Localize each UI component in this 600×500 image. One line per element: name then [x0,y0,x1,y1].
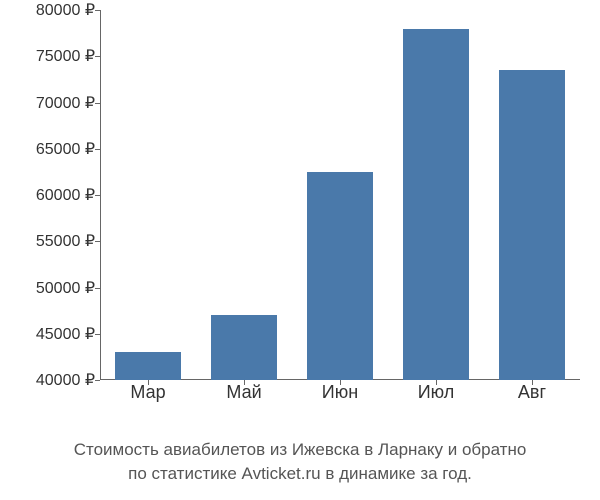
caption-line-1: Стоимость авиабилетов из Ижевска в Ларна… [74,440,527,459]
y-tick-mark [95,103,100,104]
bar [307,172,372,380]
bar [499,70,564,380]
y-tick-mark [95,241,100,242]
y-tick-label: 40000 ₽ [5,370,95,390]
x-tick-label: Июл [418,382,455,403]
x-tick-mark [532,380,533,385]
chart-caption: Стоимость авиабилетов из Ижевска в Ларна… [0,438,600,486]
y-tick-mark [95,56,100,57]
y-tick-label: 70000 ₽ [5,93,95,113]
x-tick-mark [244,380,245,385]
price-bar-chart: 40000 ₽ 45000 ₽ 50000 ₽ 55000 ₽ 60000 ₽ 65000… [0,0,600,430]
y-tick-mark [95,195,100,196]
y-tick-mark [95,288,100,289]
bar [403,29,468,381]
x-tick-label: Май [226,382,261,403]
x-tick-mark [148,380,149,385]
y-tick-label: 80000 ₽ [5,0,95,20]
y-tick-mark [95,334,100,335]
y-tick-mark [95,149,100,150]
bar [115,352,180,380]
y-tick-label: 65000 ₽ [5,139,95,159]
x-tick-label: Авг [518,382,546,403]
x-tick-mark [436,380,437,385]
y-tick-mark [95,380,100,381]
x-tick-label: Июн [322,382,358,403]
x-tick-label: Мар [130,382,165,403]
bar [211,315,276,380]
y-tick-label: 50000 ₽ [5,278,95,298]
y-tick-label: 45000 ₽ [5,324,95,344]
x-tick-mark [340,380,341,385]
caption-line-2: по статистике Avticket.ru в динамике за … [128,464,472,483]
y-tick-label: 75000 ₽ [5,46,95,66]
y-tick-label: 55000 ₽ [5,231,95,251]
y-tick-label: 60000 ₽ [5,185,95,205]
y-tick-mark [95,10,100,11]
